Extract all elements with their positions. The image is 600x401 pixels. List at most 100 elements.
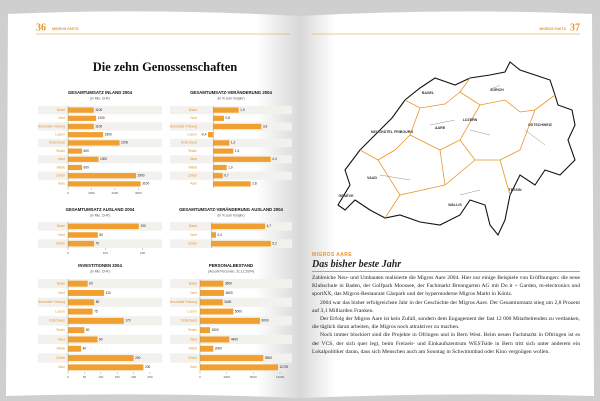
category-label: Zürich: [188, 356, 197, 360]
bar: [200, 308, 234, 315]
cooperative-borders: [359, 77, 556, 219]
bar: [68, 223, 139, 230]
row-band: [38, 334, 162, 345]
x-tick-label: 2000: [112, 191, 119, 195]
x-tick-label: 4000: [223, 375, 230, 379]
chart-title: INVESTITIONEN 2004: [78, 263, 122, 268]
value-label: 200: [135, 356, 141, 360]
x-tick-label: 0: [199, 375, 201, 379]
chart-subtitle: (in Mio. CHF): [90, 269, 110, 273]
row-band: [38, 106, 162, 115]
map-label: NEUCHÂTEL FRIBOURG: [371, 129, 413, 134]
map-label: AARE: [435, 126, 446, 130]
map-label: VAUD: [367, 176, 377, 180]
value-label: 9000: [262, 319, 269, 323]
category-label: Tessin: [188, 149, 197, 153]
chart-subtitle: (in % zum Vorjahr): [217, 213, 244, 217]
bar: [213, 123, 262, 130]
category-label: Tessin: [56, 328, 65, 332]
bar: [213, 140, 230, 146]
category-label: Basel: [57, 281, 65, 285]
value-label: 3400: [224, 300, 231, 304]
category-label: Zürich: [56, 356, 65, 360]
bar: [208, 132, 214, 138]
category-label: Genf: [190, 291, 197, 295]
bar: [68, 327, 85, 334]
value-label: 0,7: [224, 174, 229, 178]
row-band: [170, 138, 292, 147]
row-band: [38, 155, 162, 164]
value-label: 600: [84, 149, 90, 153]
value-label: 230: [145, 365, 151, 369]
map-label: TESSIN: [509, 188, 522, 192]
bar: [200, 317, 260, 324]
bar: [213, 156, 271, 162]
bar: [68, 123, 94, 130]
value-label: 170: [125, 319, 131, 323]
category-label: Vaud: [190, 337, 197, 341]
category-label: Ostschweiz: [181, 141, 198, 145]
article-heading: Das bisher beste Jahr: [312, 259, 580, 272]
x-tick-label: 200: [131, 375, 136, 379]
bar: [68, 280, 88, 287]
bar: [68, 355, 134, 362]
chart-title: GESAMTUMSATZ-VERÄNDERUNG 2004: [190, 90, 272, 95]
bar: [213, 181, 251, 187]
bar: [200, 355, 264, 362]
bar: [68, 148, 83, 154]
value-label: 1300: [100, 157, 107, 161]
value-label: 5,2: [272, 242, 277, 246]
row-band: [38, 239, 162, 248]
bar: [211, 232, 216, 238]
bar: [213, 115, 224, 121]
category-label: Tessin: [56, 149, 65, 153]
bar: [200, 364, 278, 371]
category-label: Zürich: [56, 242, 65, 246]
running-head: MIGROS FAKTS: [52, 27, 79, 31]
value-label: 1200: [98, 116, 105, 120]
value-label: 1,2: [231, 141, 236, 145]
x-tick-label: 0: [67, 375, 69, 379]
value-label: 1,5: [235, 149, 240, 153]
category-label: Neuchâtel Fribourg: [38, 124, 65, 128]
bar: [68, 299, 95, 306]
value-label: 40: [83, 347, 87, 351]
chart-title: PERSONALBESTAND: [209, 263, 253, 268]
value-label: 3,6: [263, 124, 268, 128]
article-kicker: MIGROS AARE: [312, 252, 353, 258]
category-label: Neuchâtel Fribourg: [170, 300, 197, 304]
value-label: 9500: [265, 356, 272, 360]
value-label: 75: [94, 309, 98, 313]
value-label: 4,3: [272, 157, 277, 161]
value-label: 3500: [225, 281, 232, 285]
category-label: Basel: [57, 224, 65, 228]
category-label: Neuchâtel Fribourg: [38, 300, 65, 304]
bar: [211, 223, 266, 230]
x-tick-label: 8000: [250, 375, 257, 379]
x-tick-label: 100: [98, 375, 103, 379]
row-band: [170, 279, 292, 289]
category-label: Aare: [190, 182, 197, 186]
value-label: 80: [99, 233, 103, 237]
value-label: 110: [106, 291, 111, 295]
value-label: 0,4: [218, 233, 223, 237]
article: MIGROS AARE Das bisher beste Jahr Zahlre…: [312, 252, 580, 356]
value-label: 190: [140, 224, 146, 228]
bar: [68, 364, 144, 371]
bar: [200, 289, 224, 296]
value-label: 1500: [212, 328, 219, 332]
row-band: [170, 297, 292, 307]
category-label: Aare: [58, 365, 65, 369]
value-label: 50: [86, 328, 90, 332]
category-label: Ostschweiz: [49, 141, 66, 145]
map: BASEL ZÜRICH AARE LUZERN OSTSCHWEIZ NEUCHÂTEL…: [337, 61, 576, 237]
value-label: -0,4: [201, 133, 207, 137]
value-label: 4400: [231, 337, 238, 341]
paragraph: 2004 war das bisher erfolgreichste Jahr …: [312, 299, 580, 314]
map-label: ZÜRICH: [490, 87, 504, 92]
bar: [68, 173, 136, 179]
map-label: LUZERN: [463, 118, 478, 122]
value-label: 0,8: [226, 116, 231, 120]
chart-title: GESAMTUMSATZ AUSLAND 2004: [66, 207, 135, 212]
